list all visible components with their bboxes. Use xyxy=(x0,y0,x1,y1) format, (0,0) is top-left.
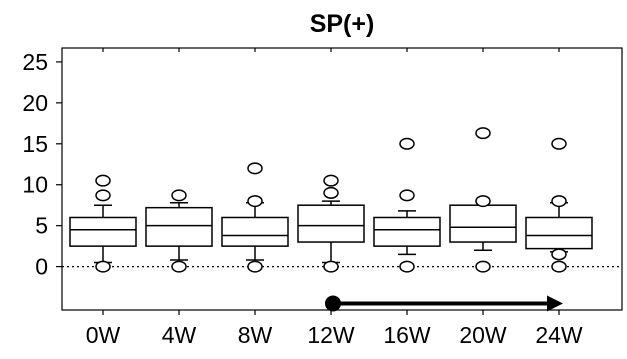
y-tick-label: 5 xyxy=(35,213,48,239)
outlier-point xyxy=(475,195,491,208)
box-0W xyxy=(69,216,137,247)
box-8W xyxy=(221,216,289,247)
outlier-point xyxy=(247,195,263,208)
y-tick-label: 15 xyxy=(22,131,48,157)
x-tick-label: 24W xyxy=(535,322,583,348)
y-tick-label: 10 xyxy=(22,172,48,198)
outlier-point xyxy=(95,260,111,273)
outlier-point xyxy=(551,137,567,150)
outlier-point xyxy=(171,189,187,202)
x-tick-label: 16W xyxy=(383,322,431,348)
outlier-point xyxy=(475,127,491,140)
outlier-point xyxy=(323,186,339,199)
outlier-point xyxy=(475,260,491,273)
outlier-point xyxy=(323,174,339,187)
chart-title: SP(+) xyxy=(310,10,375,38)
x-tick-label: 20W xyxy=(459,322,507,348)
box-20W xyxy=(449,204,517,243)
arrow-head xyxy=(547,295,563,312)
outlier-point xyxy=(247,162,263,175)
outlier-point xyxy=(551,248,567,261)
y-tick-label: 0 xyxy=(35,254,48,280)
x-tick-label: 0W xyxy=(86,322,121,348)
y-tick-label: 25 xyxy=(22,49,48,75)
outlier-point xyxy=(551,195,567,208)
y-tick-label: 20 xyxy=(22,90,48,116)
outlier-point xyxy=(399,189,415,202)
outlier-point xyxy=(95,189,111,202)
outlier-point xyxy=(247,260,263,273)
x-tick-label: 8W xyxy=(238,322,273,348)
box-4W xyxy=(145,206,213,247)
plot-frame xyxy=(61,47,623,311)
outlier-point xyxy=(171,260,187,273)
box-16W xyxy=(373,216,441,247)
outlier-point xyxy=(399,137,415,150)
box-24W xyxy=(525,216,593,250)
outlier-point xyxy=(551,260,567,273)
outlier-point xyxy=(399,260,415,273)
outlier-point xyxy=(323,260,339,273)
x-tick-label: 4W xyxy=(162,322,197,348)
x-tick-label: 12W xyxy=(307,322,355,348)
outlier-point xyxy=(95,174,111,187)
box-12W xyxy=(297,204,365,243)
